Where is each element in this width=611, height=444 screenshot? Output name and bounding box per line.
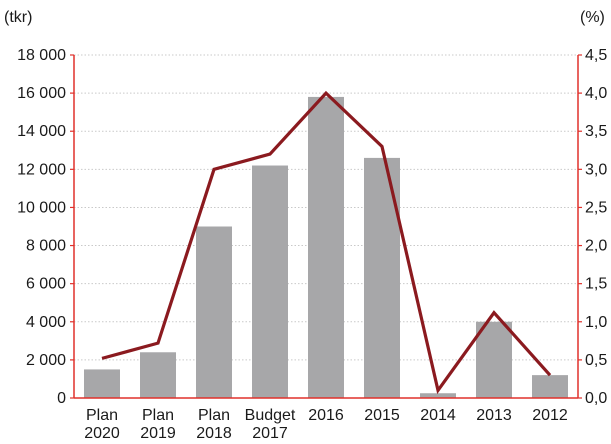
- left-tick-label: 8 000: [26, 238, 66, 255]
- x-tick-label: 2017: [252, 425, 288, 442]
- right-tick-label: 1,0: [585, 314, 607, 331]
- left-tick-label: 14 000: [17, 123, 66, 140]
- bar: [532, 375, 568, 398]
- bar-series: [84, 97, 568, 398]
- left-tick-label: 4 000: [26, 314, 66, 331]
- x-tick-label: Budget: [245, 407, 296, 424]
- left-tick-label: 2 000: [26, 352, 66, 369]
- bar: [196, 227, 232, 399]
- bar: [140, 352, 176, 398]
- left-tick-label: 10 000: [17, 199, 66, 216]
- right-tick-label: 4,5: [585, 47, 607, 64]
- bar: [252, 166, 288, 398]
- left-tick-label: 16 000: [17, 85, 66, 102]
- left-tick-label: 18 000: [17, 47, 66, 64]
- x-tick-label: 2019: [140, 425, 176, 442]
- x-tick-label: 2013: [476, 407, 512, 424]
- x-tick-label: 2018: [196, 425, 232, 442]
- bar: [84, 369, 120, 398]
- right-tick-label: 1,5: [585, 276, 607, 293]
- right-tick-label: 2,0: [585, 238, 607, 255]
- x-tick-label: 2015: [364, 407, 400, 424]
- left-tick-label: 12 000: [17, 161, 66, 178]
- x-tick-label: 2012: [532, 407, 568, 424]
- x-tick-label: Plan: [86, 407, 118, 424]
- x-tick-label: Plan: [142, 407, 174, 424]
- x-tick-label: 2020: [84, 425, 120, 442]
- left-tick-label: 6 000: [26, 276, 66, 293]
- x-tick-label: 2014: [420, 407, 456, 424]
- x-tick-label: Plan: [198, 407, 230, 424]
- left-axis-unit-label: (tkr): [4, 9, 32, 26]
- right-axis-unit-label: (%): [580, 9, 605, 26]
- bar: [476, 322, 512, 398]
- bar: [308, 97, 344, 398]
- right-tick-label: 3,0: [585, 161, 607, 178]
- right-tick-label: 3,5: [585, 123, 607, 140]
- x-tick-label: 2016: [308, 407, 344, 424]
- right-tick-label: 0,0: [585, 390, 607, 407]
- right-tick-label: 4,0: [585, 85, 607, 102]
- right-tick-label: 0,5: [585, 352, 607, 369]
- bar: [364, 158, 400, 398]
- right-tick-label: 2,5: [585, 199, 607, 216]
- left-tick-label: 0: [57, 390, 66, 407]
